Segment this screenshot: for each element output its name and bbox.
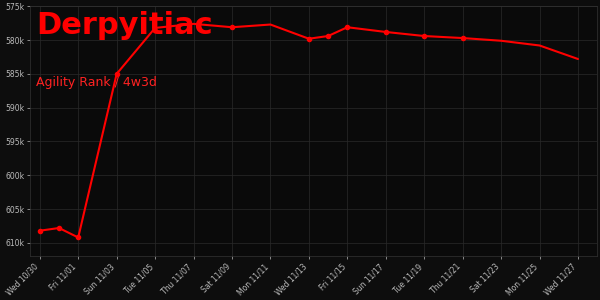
- Text: Derpyitiac: Derpyitiac: [36, 11, 212, 40]
- Text: Agility Rank / 4w3d: Agility Rank / 4w3d: [36, 76, 157, 89]
